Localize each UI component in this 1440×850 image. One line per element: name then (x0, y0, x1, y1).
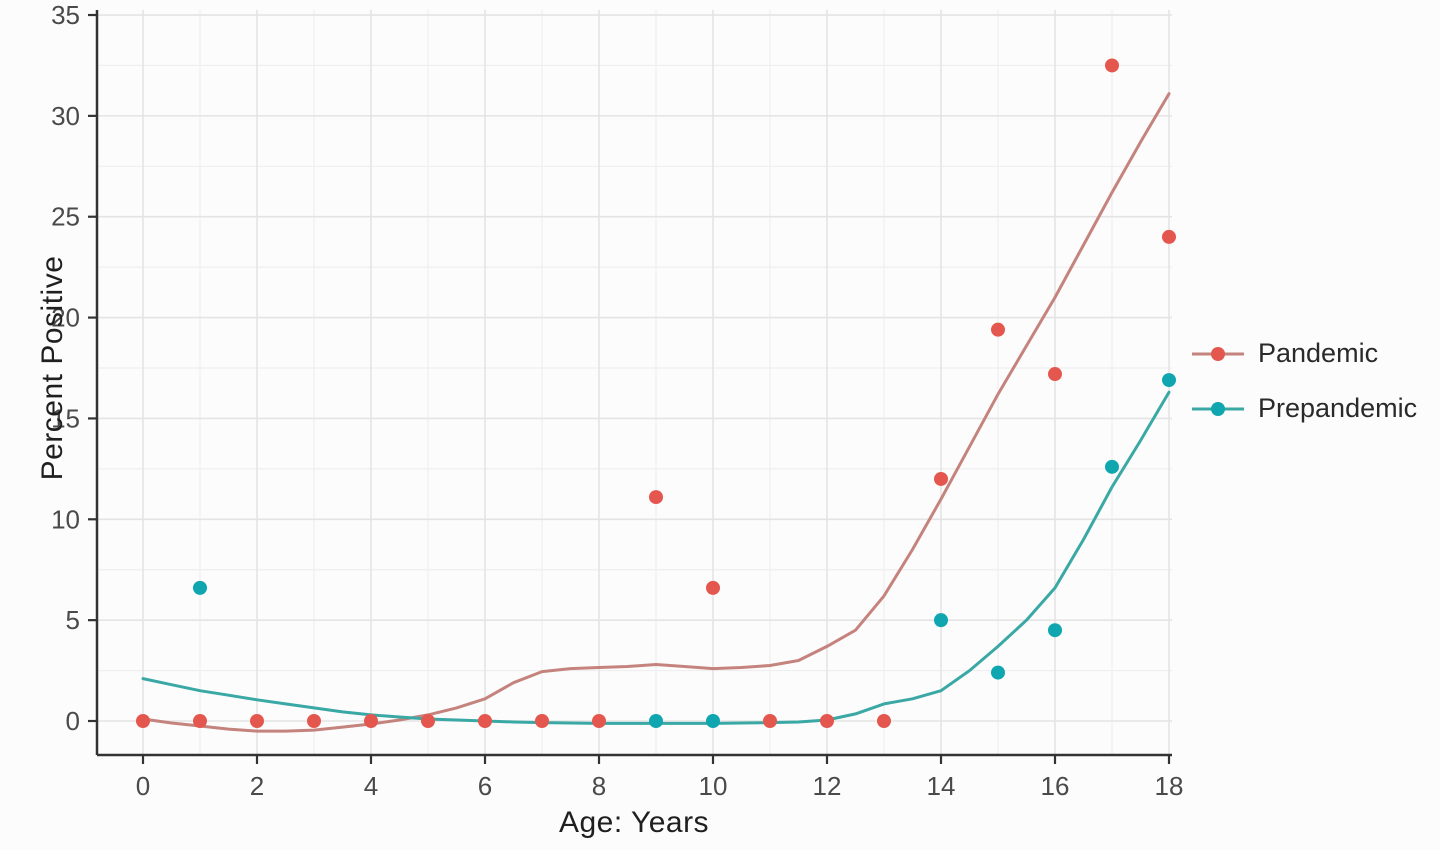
data-point-prepandemic (991, 665, 1005, 680)
x-tick-label: 2 (250, 771, 264, 801)
data-point-pandemic (478, 714, 492, 728)
x-tick-label: 10 (699, 771, 728, 801)
y-tick-label: 10 (51, 504, 80, 534)
pandemic-key-icon (1192, 346, 1244, 361)
data-point-prepandemic (193, 580, 207, 595)
data-point-pandemic (820, 714, 834, 728)
data-point-pandemic (763, 714, 777, 728)
x-tick-label: 12 (813, 771, 842, 801)
data-point-pandemic (1048, 367, 1062, 382)
data-point-prepandemic (1105, 459, 1119, 474)
data-point-pandemic (991, 322, 1005, 337)
legend-label-pandemic: Pandemic (1258, 338, 1379, 368)
data-point-pandemic (307, 714, 321, 728)
data-point-pandemic (193, 714, 207, 728)
data-point-pandemic (649, 490, 663, 505)
y-tick-label: 35 (51, 0, 80, 30)
x-tick-label: 16 (1041, 771, 1070, 801)
data-point-pandemic (934, 471, 948, 486)
y-tick-label: 30 (51, 101, 80, 131)
y-axis-title: Percent Positive (36, 255, 69, 481)
y-tick-label: 20 (51, 303, 80, 333)
data-point-pandemic (592, 714, 606, 728)
legend: Pandemic Prepandemic (1192, 338, 1417, 424)
data-point-pandemic (136, 714, 150, 728)
x-axis-title: Age: Years (558, 806, 710, 839)
data-point-pandemic (1162, 229, 1176, 244)
x-tick-label: 14 (927, 771, 956, 801)
data-point-prepandemic (649, 714, 663, 728)
data-point-pandemic (250, 714, 264, 728)
data-point-pandemic (421, 714, 435, 728)
x-tick-label: 0 (136, 771, 150, 801)
data-point-prepandemic (934, 613, 948, 628)
data-point-prepandemic (706, 714, 720, 728)
y-tick-label: 15 (51, 403, 80, 433)
x-tick-label: 8 (592, 771, 606, 801)
data-point-pandemic (706, 580, 720, 595)
x-tick-label: 6 (478, 771, 492, 801)
data-point-pandemic (535, 714, 549, 728)
x-tick-label: 4 (364, 771, 378, 801)
y-tick-label: 25 (51, 202, 80, 232)
smooth-line-pandemic (141, 92, 1171, 733)
legend-item-prepandemic: Prepandemic (1192, 393, 1417, 424)
data-point-prepandemic (1048, 623, 1062, 638)
prepandemic-key-icon (1192, 401, 1244, 416)
legend-item-pandemic: Pandemic (1192, 338, 1417, 369)
x-tick-label: 18 (1155, 771, 1184, 801)
legend-label-prepandemic: Prepandemic (1258, 393, 1418, 423)
y-tick-label: 5 (66, 605, 80, 635)
data-point-prepandemic (1162, 373, 1176, 388)
data-point-pandemic (1105, 58, 1119, 73)
y-tick-label: 0 (66, 706, 80, 736)
data-point-pandemic (877, 714, 891, 728)
data-point-pandemic (364, 714, 378, 728)
